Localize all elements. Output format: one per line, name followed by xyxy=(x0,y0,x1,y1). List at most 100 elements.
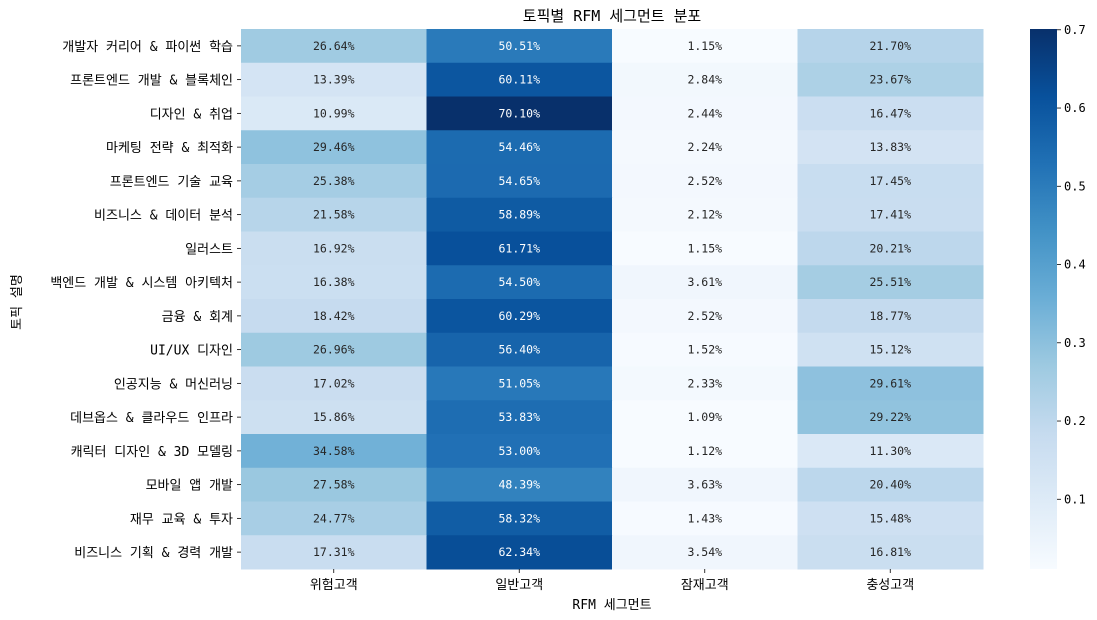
y-axis-label: 토픽 설명 xyxy=(10,274,25,330)
heatmap-cell xyxy=(241,164,427,199)
cell-value-label: 25.51% xyxy=(869,275,911,289)
y-tick-label: 일러스트 xyxy=(185,242,233,257)
colorbar-tick-label: 0.7 xyxy=(1064,23,1086,37)
heatmap-cell xyxy=(426,299,613,334)
x-tick-label: 일반고객 xyxy=(495,578,543,593)
cell-value-label: 1.52% xyxy=(687,343,722,357)
cell-value-label: 54.50% xyxy=(498,275,540,289)
cell-value-label: 54.46% xyxy=(498,140,540,154)
cell-value-label: 1.43% xyxy=(687,511,722,525)
cell-value-label: 34.58% xyxy=(313,444,355,458)
heatmap-cell xyxy=(612,197,798,232)
heatmap-cell xyxy=(612,299,798,334)
cell-value-label: 58.89% xyxy=(498,208,540,222)
y-tick-label: 인공지능 & 머신러닝 xyxy=(114,377,233,392)
cell-value-label: 1.15% xyxy=(687,241,722,255)
heatmap-cell xyxy=(612,96,798,131)
cell-value-label: 10.99% xyxy=(313,106,355,120)
heatmap-cell xyxy=(612,29,798,64)
heatmap-cell xyxy=(426,535,613,570)
heatmap-cell xyxy=(797,501,984,536)
heatmap-cell xyxy=(797,164,984,199)
heatmap-cell xyxy=(612,366,798,401)
y-tick-label: 프론트엔드 개발 & 블록체인 xyxy=(70,74,233,89)
cell-value-label: 24.77% xyxy=(313,511,355,525)
x-tick-label: 위험고객 xyxy=(310,578,358,593)
heatmap-cell xyxy=(426,130,613,165)
heatmap-cell xyxy=(797,366,984,401)
heatmap-cell xyxy=(241,400,427,435)
heatmap-cell xyxy=(797,96,984,131)
y-tick-label: 비즈니스 기획 & 경력 개발 xyxy=(74,546,233,561)
heatmap-cells xyxy=(241,29,984,570)
heatmap-cell xyxy=(426,501,613,536)
heatmap-cell xyxy=(241,332,427,367)
cell-value-label: 17.45% xyxy=(869,174,911,188)
y-tick-label: 재무 교육 & 투자 xyxy=(130,512,233,527)
cell-value-label: 15.48% xyxy=(869,511,911,525)
cell-value-label: 3.54% xyxy=(687,545,722,559)
heatmap-cell xyxy=(797,197,984,232)
y-tick-label: 디자인 & 취업 xyxy=(150,107,233,122)
y-tick-label: 백엔드 개발 & 시스템 아키텍처 xyxy=(50,276,233,291)
cell-value-label: 29.22% xyxy=(869,410,911,424)
heatmap-cell xyxy=(241,299,427,334)
heatmap-cell xyxy=(797,467,984,502)
heatmap-cell xyxy=(426,164,613,199)
heatmap-cell xyxy=(797,434,984,469)
colorbar-tick-label: 0.3 xyxy=(1064,336,1086,350)
cell-value-label: 48.39% xyxy=(498,478,540,492)
heatmap-cell xyxy=(241,265,427,300)
y-tick-label: 개발자 커리어 & 파이썬 학습 xyxy=(62,40,233,55)
heatmap-cell xyxy=(797,299,984,334)
cell-value-label: 2.84% xyxy=(687,73,722,87)
heatmap-cell xyxy=(241,535,427,570)
cell-value-label: 16.81% xyxy=(869,545,911,559)
cell-value-label: 29.61% xyxy=(869,376,911,390)
cell-value-label: 62.34% xyxy=(498,545,540,559)
cell-value-label: 1.15% xyxy=(687,39,722,53)
heatmap-cell xyxy=(426,96,613,131)
heatmap-cell xyxy=(241,96,427,131)
heatmap-cell xyxy=(241,62,427,97)
heatmap-cell xyxy=(612,400,798,435)
cell-value-label: 17.02% xyxy=(313,376,355,390)
heatmap-cell xyxy=(797,400,984,435)
cell-value-label: 26.96% xyxy=(313,343,355,357)
heatmap-cell xyxy=(426,400,613,435)
cell-value-label: 17.31% xyxy=(313,545,355,559)
heatmap-cell xyxy=(797,130,984,165)
heatmap-cell xyxy=(426,231,613,266)
colorbar-tick-label: 0.2 xyxy=(1064,414,1086,428)
cell-value-label: 54.65% xyxy=(498,174,540,188)
cell-value-label: 51.05% xyxy=(498,376,540,390)
cell-value-label: 2.12% xyxy=(687,208,722,222)
cell-value-label: 2.24% xyxy=(687,140,722,154)
cell-value-label: 23.67% xyxy=(869,73,911,87)
y-tick-label: 캐릭터 디자인 & 3D 모델링 xyxy=(71,445,233,460)
colorbar-ticks: 0.1 0.2 0.3 0.4 0.5 0.6 0.7 xyxy=(1057,23,1086,506)
x-tick-labels: 위험고객 일반고객 잠재고객 충성고객 xyxy=(310,569,914,593)
cell-value-label: 21.58% xyxy=(313,208,355,222)
y-tick-label: 비즈니스 & 데이터 분석 xyxy=(94,209,233,224)
y-tick-label: 금융 & 회계 xyxy=(162,310,233,325)
heatmap-cell xyxy=(612,332,798,367)
heatmap-cell xyxy=(241,366,427,401)
cell-value-label: 16.38% xyxy=(313,275,355,289)
heatmap-cell xyxy=(241,29,427,64)
cell-value-label: 53.83% xyxy=(498,410,540,424)
heatmap-cell xyxy=(612,164,798,199)
heatmap-cell xyxy=(612,434,798,469)
x-axis-label: RFM 세그먼트 xyxy=(572,598,651,613)
cell-value-label: 27.58% xyxy=(313,478,355,492)
cell-value-label: 2.52% xyxy=(687,174,722,188)
cell-value-label: 3.63% xyxy=(687,478,722,492)
chart-title: 토픽별 RFM 세그먼트 분포 xyxy=(523,7,702,25)
cell-value-label: 2.33% xyxy=(687,376,722,390)
heatmap-cell xyxy=(426,29,613,64)
cell-value-label: 17.41% xyxy=(869,208,911,222)
colorbar-tick-label: 0.4 xyxy=(1064,258,1086,272)
cell-value-label: 16.92% xyxy=(313,241,355,255)
